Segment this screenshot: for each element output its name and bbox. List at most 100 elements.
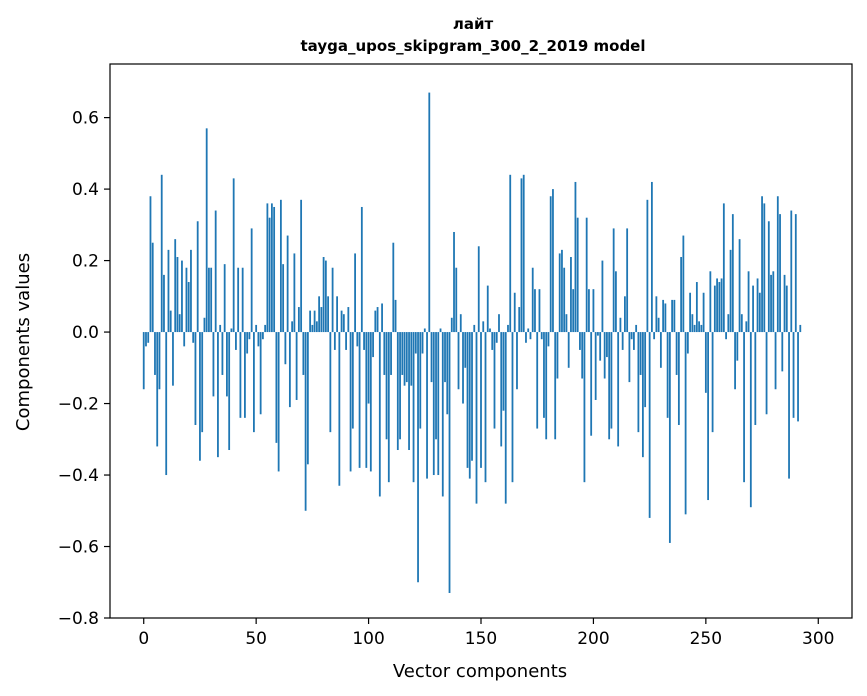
bar-210 (615, 271, 617, 333)
x-tick-label: 200 (577, 629, 609, 649)
bar-214 (624, 296, 626, 333)
bar-141 (459, 314, 462, 333)
bar-126 (426, 332, 428, 479)
bar-89 (342, 314, 345, 333)
bar-241 (684, 332, 687, 515)
bar-209 (612, 228, 615, 333)
bar-281 (774, 332, 777, 390)
bar-183 (554, 332, 557, 440)
bar-231 (662, 299, 665, 333)
bar-236 (673, 299, 676, 333)
bar-272 (754, 332, 757, 425)
bar-242 (686, 332, 689, 354)
bar-220 (637, 332, 640, 433)
bar-226 (650, 181, 653, 333)
x-tick-label: 0 (138, 629, 149, 649)
bar-257 (720, 278, 723, 333)
bar-173 (531, 267, 534, 333)
bar-114 (399, 332, 401, 440)
bar-39 (230, 328, 233, 333)
bar-59 (275, 332, 278, 443)
bar-12 (169, 310, 172, 333)
bar-224 (646, 199, 649, 333)
bar-146 (471, 332, 473, 461)
bar-97 (360, 206, 363, 333)
bar-117 (405, 332, 408, 383)
bar-253 (711, 332, 714, 433)
bar-28 (205, 128, 208, 333)
bar-239 (680, 257, 683, 333)
bar-108 (385, 332, 388, 440)
bar-249 (702, 292, 705, 333)
bar-118 (408, 332, 410, 451)
bar-181 (549, 196, 552, 333)
bar-280 (772, 271, 775, 333)
bar-227 (653, 332, 656, 340)
bar-88 (340, 310, 343, 333)
bar-16 (178, 314, 181, 333)
bar-42 (237, 267, 240, 333)
bar-152 (484, 332, 487, 483)
bar-245 (693, 324, 696, 333)
bar-184 (556, 332, 559, 379)
bar-15 (176, 257, 179, 333)
bar-247 (698, 321, 700, 333)
bar-182 (552, 189, 554, 333)
bar-153 (486, 285, 489, 333)
bar-156 (493, 332, 496, 429)
bar-17 (181, 260, 183, 333)
plot-frame (109, 63, 853, 619)
bar-171 (527, 328, 530, 333)
bar-243 (689, 292, 692, 333)
bar-148 (475, 332, 478, 504)
bar-135 (446, 332, 449, 415)
bar-162 (507, 324, 509, 333)
bar-203 (599, 332, 602, 361)
bar-286 (785, 285, 788, 333)
bar-225 (648, 332, 651, 518)
bar-221 (639, 332, 642, 375)
bar-208 (610, 332, 613, 429)
bar-58 (273, 206, 276, 333)
bar-232 (664, 303, 667, 333)
bar-159 (500, 332, 503, 447)
bar-82 (327, 296, 329, 333)
bar-172 (529, 332, 532, 340)
bar-177 (540, 332, 543, 340)
bar-24 (196, 221, 199, 333)
bar-21 (190, 249, 192, 333)
bar-90 (345, 332, 347, 350)
bar-233 (666, 332, 669, 418)
bar-142 (462, 332, 464, 404)
bar-105 (378, 332, 381, 497)
bar-151 (482, 321, 485, 333)
bar-102 (372, 332, 374, 358)
bar-94 (354, 253, 356, 333)
bar-190 (570, 257, 572, 333)
x-axis-label: Vector components (393, 661, 567, 682)
bar-191 (572, 289, 575, 333)
bar-166 (516, 332, 518, 390)
bar-87 (338, 332, 341, 486)
bar-178 (543, 332, 545, 418)
bar-41 (235, 332, 237, 350)
bar-73 (306, 332, 309, 465)
bar-71 (302, 332, 305, 375)
bar-103 (374, 310, 377, 333)
bar-53 (262, 332, 264, 340)
bar-19 (185, 267, 188, 333)
bar-95 (356, 332, 359, 347)
bar-147 (473, 324, 476, 333)
bar-167 (518, 307, 521, 333)
bar-201 (594, 332, 597, 400)
y-axis-ticks: −0.8 −0.6 −0.4 −0.2 0.0 0.2 0.4 0.6 (58, 109, 110, 629)
bar-84 (331, 267, 334, 333)
bar-262 (731, 214, 734, 333)
bar-212 (619, 317, 622, 333)
bar-269 (747, 271, 750, 333)
x-tick-label: 100 (352, 629, 384, 649)
bar-238 (677, 332, 680, 425)
bar-134 (444, 332, 446, 383)
bar-185 (558, 253, 561, 333)
bar-23 (194, 332, 197, 425)
